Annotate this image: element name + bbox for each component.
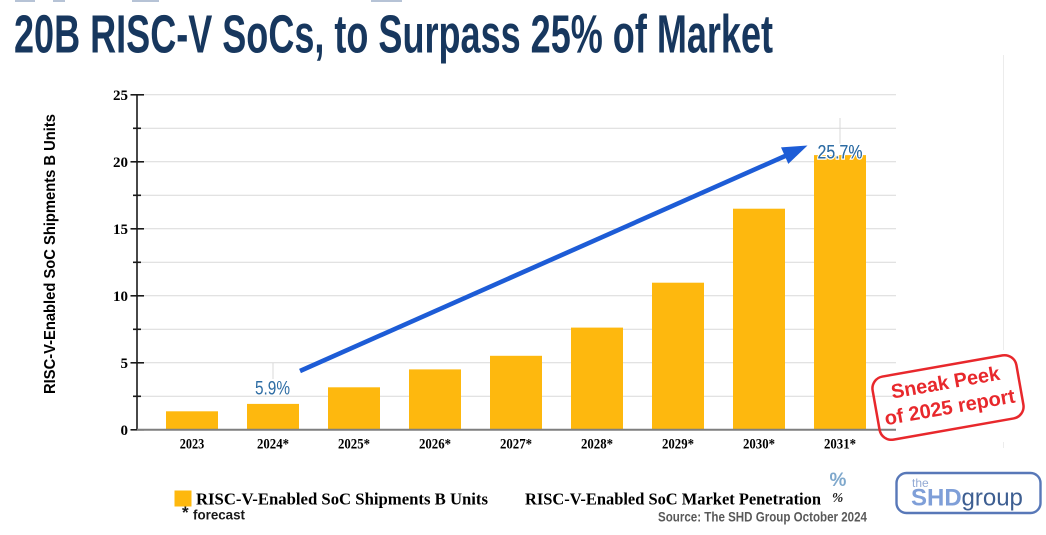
svg-text:20: 20 xyxy=(113,155,128,171)
svg-text:forecast: forecast xyxy=(193,507,245,523)
svg-text:SHD: SHD xyxy=(911,485,962,512)
svg-text:10: 10 xyxy=(113,289,128,305)
svg-text:25.7%: 25.7% xyxy=(818,142,863,163)
svg-text:2024*: 2024* xyxy=(257,437,289,453)
svg-text:15: 15 xyxy=(113,222,128,238)
svg-text:2029*: 2029* xyxy=(662,437,694,453)
svg-text:*: * xyxy=(182,503,189,522)
svg-text:25.7%: 25.7% xyxy=(818,142,863,163)
svg-text:the: the xyxy=(912,476,929,490)
svg-text:25: 25 xyxy=(113,88,128,104)
svg-text:5.9%: 5.9% xyxy=(255,378,290,399)
svg-text:2030*: 2030* xyxy=(743,437,775,453)
svg-text:%: % xyxy=(832,490,843,505)
svg-text:%: % xyxy=(830,470,847,491)
svg-text:Source: The SHD Group October: Source: The SHD Group October 2024 xyxy=(658,509,867,525)
svg-text:RISC-V-Enabled SoC Shipments B: RISC-V-Enabled SoC Shipments B Units xyxy=(42,114,59,394)
svg-text:5: 5 xyxy=(121,356,129,372)
svg-text:RISC-V-Enabled SoC Market Pene: RISC-V-Enabled SoC Market Penetration xyxy=(525,490,822,509)
svg-text:group: group xyxy=(962,485,1023,512)
svg-text:2026*: 2026* xyxy=(419,437,451,453)
svg-text:2027*: 2027* xyxy=(500,437,532,453)
svg-text:2028*: 2028* xyxy=(581,437,613,453)
svg-text:0: 0 xyxy=(121,423,129,439)
svg-text:2023: 2023 xyxy=(180,437,205,453)
svg-text:20B RISC-V SoCs, to Surpass 25: 20B RISC-V SoCs, to Surpass 25% of Marke… xyxy=(14,5,773,65)
svg-text:2031*: 2031* xyxy=(824,437,856,453)
svg-text:2025*: 2025* xyxy=(338,437,370,453)
svg-text:RISC-V-Enabled SoC Shipments B: RISC-V-Enabled SoC Shipments B Units xyxy=(196,490,488,509)
